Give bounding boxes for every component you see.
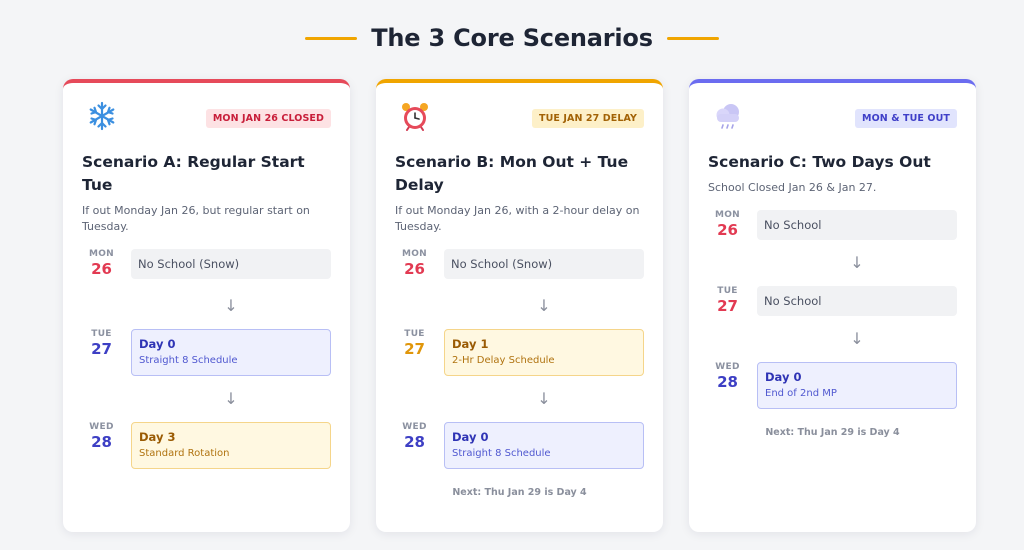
card-description: If out Monday Jan 26, with a 2-hour dela… [395, 204, 640, 233]
day-row-tue: TUE 27 Day 1 2-Hr Delay Schedule [395, 329, 644, 376]
down-arrow-icon: ↓ [224, 389, 238, 408]
header-line-right [666, 36, 719, 40]
day-number: 27 [91, 340, 112, 358]
schedule-type: Straight 8 Schedule [452, 448, 551, 459]
day-of-week: TUE [717, 286, 738, 296]
day-row-mon: MON 26 No School (Snow) [395, 249, 644, 279]
day-of-week: TUE [404, 329, 425, 339]
card-title: Scenario B: Mon Out + Tue Delay [395, 153, 629, 194]
schedule-day: Day 0 [139, 337, 176, 351]
schedule-day: Day 0 [452, 430, 489, 444]
page-header: The 3 Core Scenarios [0, 22, 1024, 54]
day-row-tue: TUE 27 Day 0 Straight 8 Schedule [82, 329, 331, 376]
day-row-mon: MON 26 No School (Snow) [82, 249, 331, 279]
next-day-note: Next: Thu Jan 29 is Day 4 [765, 427, 900, 438]
schedule-slot: No School (Snow) [444, 249, 644, 279]
schedule-slot: Day 3 Standard Rotation [131, 422, 331, 469]
down-arrow-icon: ↓ [537, 296, 551, 315]
schedule-day: Day 3 [139, 430, 176, 444]
day-row-mon: MON 26 No School [708, 210, 957, 240]
down-arrow-icon: ↓ [537, 389, 551, 408]
day-number: 27 [717, 297, 738, 315]
status-badge: MON JAN 26 CLOSED [205, 109, 331, 128]
scenario-card-b: TUE JAN 27 DELAY Scenario B: Mon Out + T… [376, 79, 663, 532]
card-description: If out Monday Jan 26, but regular start … [82, 204, 310, 233]
schedule-slot: Day 1 2-Hr Delay Schedule [444, 329, 644, 376]
schedule-slot: Day 0 Straight 8 Schedule [444, 422, 644, 469]
schedule-slot: No School [757, 210, 957, 240]
day-number: 26 [91, 260, 112, 278]
down-arrow-icon: ↓ [850, 329, 864, 348]
down-arrow-icon: ↓ [850, 253, 864, 272]
schedule-type: End of 2nd MP [765, 388, 837, 399]
day-number: 27 [404, 340, 425, 358]
day-number: 26 [717, 221, 738, 239]
scenario-card-a: MON JAN 26 CLOSED Scenario A: Regular St… [63, 79, 350, 532]
next-day-note: Next: Thu Jan 29 is Day 4 [452, 487, 587, 498]
down-arrow-icon: ↓ [224, 296, 238, 315]
snowflake-icon [89, 101, 115, 131]
schedule-type: Straight 8 Schedule [139, 355, 238, 366]
schedule-day: Day 1 [452, 337, 489, 351]
scenario-card-c: MON & TUE OUT Scenario C: Two Days Out S… [689, 79, 976, 532]
day-number: 28 [91, 433, 112, 451]
card-title: Scenario A: Regular Start Tue [82, 153, 305, 194]
card-title: Scenario C: Two Days Out [708, 153, 931, 171]
card-description: School Closed Jan 26 & Jan 27. [708, 181, 877, 194]
day-number: 28 [717, 373, 738, 391]
page-title: The 3 Core Scenarios [371, 24, 653, 52]
day-row-wed: WED 28 Day 0 Straight 8 Schedule [395, 422, 644, 469]
schedule-slot: Day 0 Straight 8 Schedule [131, 329, 331, 376]
day-row-wed: WED 28 Day 3 Standard Rotation [82, 422, 331, 469]
day-of-week: MON [714, 210, 741, 220]
schedule-type: Standard Rotation [139, 448, 230, 459]
day-number: 26 [404, 260, 425, 278]
header-line-left [305, 36, 358, 40]
day-of-week: WED [402, 422, 427, 432]
day-of-week: WED [715, 362, 740, 372]
day-of-week: MON [401, 249, 428, 259]
day-row-wed: WED 28 Day 0 End of 2nd MP [708, 362, 957, 409]
day-of-week: MON [88, 249, 115, 259]
day-number: 28 [404, 433, 425, 451]
schedule-slot: No School (Snow) [131, 249, 331, 279]
alarm-clock-icon [402, 103, 428, 131]
status-badge: MON & TUE OUT [855, 109, 957, 128]
schedule-type: 2-Hr Delay Schedule [452, 355, 555, 366]
cloud-icon [716, 104, 739, 129]
schedule-slot: No School [757, 286, 957, 316]
day-of-week: TUE [91, 329, 112, 339]
status-badge: TUE JAN 27 DELAY [531, 109, 644, 128]
schedule-day: Day 0 [765, 370, 802, 384]
day-of-week: WED [89, 422, 114, 432]
schedule-slot: Day 0 End of 2nd MP [757, 362, 957, 409]
day-row-tue: TUE 27 No School [708, 286, 957, 316]
